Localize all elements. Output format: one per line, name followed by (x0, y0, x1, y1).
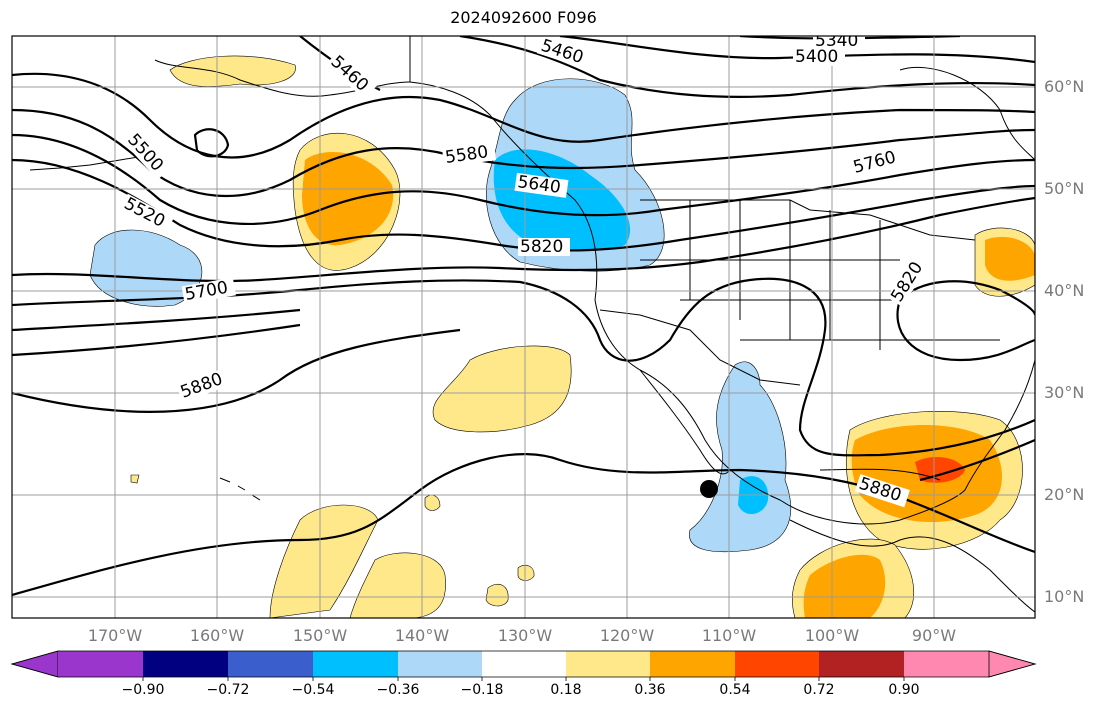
colorbar-segment (313, 651, 398, 677)
colorbar-outline (10, 650, 1037, 678)
contour-line (12, 133, 1035, 226)
lat-label: 30°N (1044, 383, 1085, 402)
coastline-aleutians (29, 154, 151, 171)
anomaly-positive-region (432, 345, 572, 433)
contour-line (12, 453, 1035, 597)
contour-line (896, 280, 1035, 362)
anomaly-positive-region (349, 552, 446, 618)
coastline-central-america (789, 519, 1035, 613)
lon-label: 150°W (292, 626, 348, 645)
map-frame (11, 35, 1036, 619)
map-title: 2024092600 F096 (450, 8, 597, 27)
colorbar-extend-low (10, 650, 59, 678)
border-us-canada (640, 199, 976, 241)
contour-label: 5400 (795, 47, 838, 67)
contour-label: 5760 (851, 147, 898, 178)
lat-label: 10°N (1044, 587, 1085, 606)
colorbar-segment (819, 651, 904, 677)
colorbar-tick-label: −0.90 (121, 682, 165, 698)
colorbar-segment (482, 651, 566, 677)
contour-label-group: 5340 5400 5460 5460 5500 5520 5580 5640 … (119, 31, 930, 508)
colorbar-segment (735, 651, 819, 677)
lat-label: 50°N (1044, 179, 1085, 198)
lat-label: 60°N (1044, 77, 1085, 96)
contour-line (193, 128, 230, 158)
lon-label: 120°W (599, 626, 655, 645)
lon-label: 140°W (394, 626, 450, 645)
colorbar-segment (566, 651, 650, 677)
anomaly-shading (89, 55, 1035, 618)
anomaly-negative-region (89, 229, 203, 307)
coastline-mexico-pacific (639, 369, 731, 475)
contour-line (12, 308, 301, 357)
lat-label: 20°N (1044, 485, 1085, 504)
contour-line (919, 438, 1035, 482)
lat-label: 40°N (1044, 281, 1085, 300)
contour-line (12, 72, 1035, 159)
contour-label: 5820 (887, 258, 927, 305)
anomaly-positive-region (130, 474, 140, 484)
colorbar-tick-label: 0.54 (719, 682, 751, 698)
anomaly-positive-region (485, 584, 509, 607)
lon-label: 110°W (701, 626, 757, 645)
colorbar-tick-label: 0.18 (550, 682, 582, 698)
contour-line (12, 158, 1035, 252)
lon-label: 160°W (189, 626, 245, 645)
anomaly-positive-region (517, 564, 535, 581)
contour-label: 5880 (178, 369, 225, 403)
anomaly-positive-region (985, 236, 1035, 281)
colorbar-tick-label: −0.18 (460, 682, 504, 698)
colorbar-tick-label: 0.90 (888, 682, 920, 698)
coastline-north-america (409, 36, 1035, 525)
lon-label: 100°W (804, 626, 860, 645)
contour-line (12, 277, 1035, 457)
colorbar-tick-label: 0.72 (803, 682, 835, 698)
border-us-mexico (599, 309, 801, 386)
contour-label: 5340 (815, 31, 858, 51)
colorbar-tick-label: −0.36 (376, 682, 420, 698)
colorbar-segment (904, 651, 989, 677)
colorbar-segment (398, 651, 482, 677)
colorbar-segment (143, 651, 228, 677)
state-lines (640, 200, 1000, 350)
coastline-gulf (819, 468, 941, 481)
contour-line (12, 196, 1035, 283)
colorbar-tick-label: −0.54 (291, 682, 335, 698)
coastline-hudson (899, 66, 1035, 161)
islands-hawaii (219, 477, 261, 501)
lon-label: 170°W (87, 626, 143, 645)
colorbar-extend-high (988, 650, 1037, 678)
anomaly-positive-region (424, 494, 441, 511)
location-marker (700, 480, 718, 498)
colorbar-tick-label: 0.36 (634, 682, 666, 698)
colorbar-segment (650, 651, 735, 677)
colorbar (10, 650, 1037, 681)
colorbar-tick-label: −0.72 (206, 682, 250, 698)
coastlines (29, 36, 1035, 613)
contour-label: 5580 (444, 142, 490, 168)
contour-label: 5820 (520, 237, 563, 257)
contour-line (559, 36, 1035, 64)
anomaly-positive-region (302, 152, 394, 246)
contour-line (12, 328, 461, 413)
colorbar-segment (228, 651, 313, 677)
lon-label: 130°W (497, 626, 553, 645)
graticule (12, 36, 1035, 618)
anomaly-positive-region (803, 554, 886, 618)
colorbar-segment (58, 651, 143, 677)
lon-label: 90°W (911, 626, 957, 645)
anomaly-positive-region (169, 55, 296, 87)
